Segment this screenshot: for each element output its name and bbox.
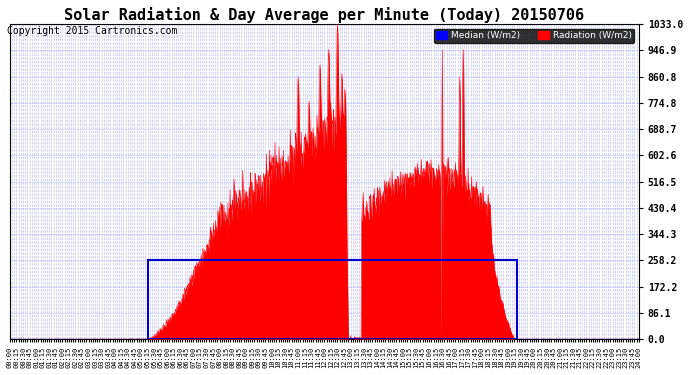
Bar xyxy=(148,260,517,339)
Text: Copyright 2015 Cartronics.com: Copyright 2015 Cartronics.com xyxy=(7,26,177,36)
Title: Solar Radiation & Day Average per Minute (Today) 20150706: Solar Radiation & Day Average per Minute… xyxy=(64,7,584,23)
Legend: Median (W/m2), Radiation (W/m2): Median (W/m2), Radiation (W/m2) xyxy=(434,28,634,43)
